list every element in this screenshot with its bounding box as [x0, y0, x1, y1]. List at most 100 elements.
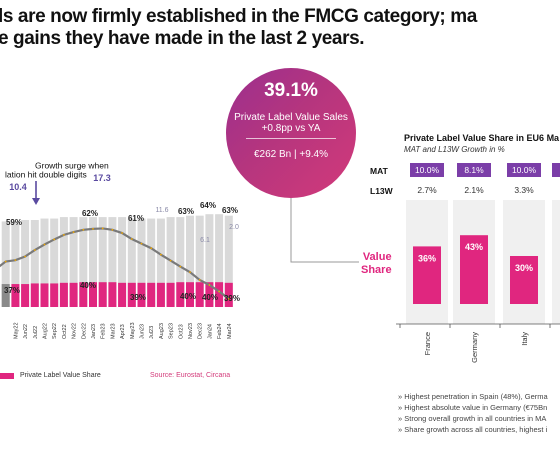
inflation-point — [150, 247, 153, 250]
source-note: Source: Eurostat, Circana — [150, 372, 231, 379]
share-bar — [195, 282, 204, 307]
share-bar — [127, 282, 136, 307]
bar-data-label: 40% — [180, 292, 196, 301]
grey-bar — [205, 214, 214, 307]
grey-bar — [176, 217, 185, 307]
share-bar — [186, 282, 194, 307]
l13w-row-label: L13W — [370, 186, 393, 196]
mat-growth-germany: 8.1% — [457, 163, 491, 177]
bar-data-label: 64% — [200, 201, 216, 210]
bar-data-label: 39% — [224, 294, 240, 303]
x-tick-label: May23 — [130, 322, 136, 339]
kpi-label-block: Private Label Value Sales +0.8pp vs YA — [226, 112, 356, 134]
bar-data-label: 37% — [4, 286, 20, 295]
x-tick-label: Jan23 — [91, 324, 97, 339]
inflation-point — [208, 284, 211, 286]
grey-bar — [137, 218, 146, 307]
bar-data-label: 62% — [82, 209, 98, 218]
x-tick-label: Mar24 — [227, 323, 233, 339]
x-tick-label: Jul23 — [149, 326, 155, 339]
grey-bar — [40, 218, 49, 307]
share-bar — [40, 283, 49, 307]
bar-data-label: 63% — [222, 206, 238, 215]
line-data-label: 2.0 — [229, 224, 239, 231]
x-tick-label: Sep23 — [169, 323, 175, 339]
grey-bar — [195, 215, 204, 307]
country-bar — [460, 235, 488, 304]
headline-line-2: e gains they have made in the last 2 yea… — [0, 28, 365, 49]
grey-bar — [118, 217, 127, 307]
share-bar — [224, 282, 233, 307]
bullet-3: » Strong overall growth in all countries… — [398, 414, 547, 423]
bar-data-label: 40% — [202, 293, 218, 302]
headline: ls are now firmly established in the FMC… — [0, 6, 477, 50]
country-tick-label: Germany — [470, 332, 479, 363]
inflation-point — [4, 260, 7, 263]
x-tick-label: Oct22 — [62, 324, 68, 339]
inflation-point — [101, 227, 104, 230]
grey-bar — [1, 221, 10, 307]
inflation-point — [53, 238, 56, 241]
line-data-label: 6.1 — [200, 237, 210, 244]
kpi-footer: €262 Bn | +9.4% — [253, 149, 329, 160]
share-bar — [108, 282, 117, 307]
inflation-point — [92, 227, 94, 230]
inflation-point — [160, 253, 162, 256]
share-bar — [59, 282, 68, 307]
x-tick-label: Jun23 — [140, 324, 146, 339]
kpi-label: Private Label Value Sales — [234, 112, 348, 123]
bar-data-label: 59% — [6, 218, 22, 227]
grey-bar — [21, 220, 30, 307]
mat-row-label: MAT — [370, 166, 388, 176]
country-share-chart: 36% France 43% Germany 30% Italy — [396, 200, 560, 363]
x-tick-label: Jun22 — [23, 324, 29, 339]
grey-bar — [69, 217, 78, 307]
x-tick-label: May22 — [13, 322, 19, 339]
share-bar — [215, 282, 224, 307]
kpi-circle: 39.1% Private Label Value Sales +0.8pp v… — [226, 68, 356, 198]
inflation-point — [169, 259, 172, 262]
l13w-growth-italy: 3.3% — [514, 185, 534, 195]
kpi-value: 39.1% — [264, 80, 318, 101]
country-bar — [413, 246, 441, 304]
annotation-line-1: Growth surge when — [35, 160, 109, 170]
bullet-2: » Highest absolute value in Germany (€75… — [398, 403, 548, 412]
grey-bar — [147, 218, 156, 307]
kpi-change: +0.8pp vs YA — [261, 123, 321, 134]
right-chart-title: Private Label Value Share in EU6 Ma — [404, 133, 560, 143]
x-tick-label: Jan24 — [207, 324, 213, 339]
inflation-point — [14, 259, 17, 262]
inflation-point — [63, 233, 65, 236]
x-tick-label: Aug23 — [159, 323, 165, 339]
share-bar — [98, 282, 107, 307]
grey-bar — [11, 221, 20, 307]
share-bar — [1, 284, 10, 307]
grey-bar — [79, 217, 88, 307]
right-chart-subtitle: MAT and L13W Growth in % — [404, 145, 505, 154]
inflation-point — [33, 249, 36, 251]
inflation-point — [179, 265, 182, 268]
share-bar — [118, 282, 127, 307]
x-tick-label: Jul22 — [33, 326, 39, 339]
country-bar — [510, 256, 538, 304]
value-share-line-2: Share — [361, 264, 392, 276]
legend-swatch — [0, 372, 14, 379]
l13w-growth-germany: 2.1% — [464, 185, 484, 195]
line-data-label: 11.6 — [155, 207, 168, 214]
x-tick-label: Oct23 — [178, 324, 184, 339]
inflation-point — [24, 255, 26, 258]
grey-bar — [215, 214, 224, 307]
inflation-point — [189, 271, 191, 274]
x-tick-label: Nov22 — [72, 323, 78, 339]
inflation-point — [43, 243, 46, 246]
x-tick-label: Nov23 — [188, 323, 194, 339]
share-bar — [156, 282, 165, 307]
share-bar — [69, 282, 78, 307]
line-data-label: 17.3 — [93, 173, 111, 183]
left-chart-legend: Private Label Value Share — [0, 372, 101, 379]
country-bar-label: 43% — [465, 242, 483, 252]
share-bar — [30, 283, 39, 307]
bar-data-label: 39% — [130, 293, 146, 302]
grey-bar — [98, 217, 107, 307]
mat-growth-italy: 10.0% — [507, 163, 541, 177]
